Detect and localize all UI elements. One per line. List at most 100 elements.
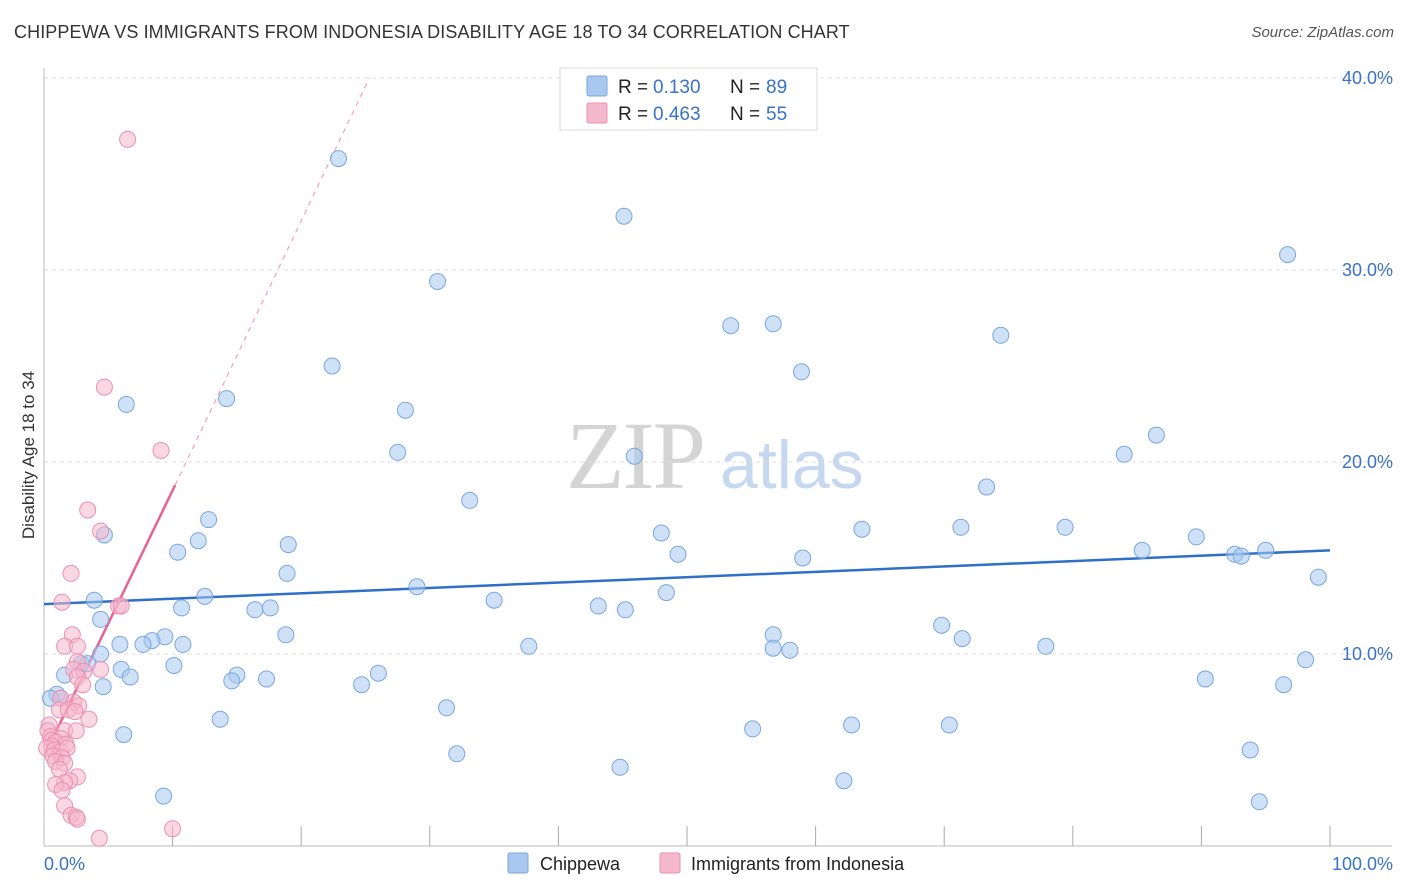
bottom-legend: Chippewa Immigrants from Indonesia xyxy=(507,852,905,874)
indonesia-point-54 xyxy=(90,829,108,847)
chippewa-point-41 xyxy=(246,601,264,619)
chippewa-point-16 xyxy=(978,478,996,496)
chippewa-point-4 xyxy=(722,317,740,335)
indonesia-point-23 xyxy=(66,703,84,721)
x-tick-label-max: 100.0% xyxy=(1332,854,1393,874)
chippewa-point-87 xyxy=(1241,741,1259,759)
chippewa-point-2 xyxy=(1279,246,1297,264)
chippewa-point-36 xyxy=(408,578,426,596)
chippewa-point-5 xyxy=(764,315,782,333)
chippewa-point-23 xyxy=(189,532,207,550)
chippewa-point-54 xyxy=(134,635,152,653)
chippewa-point-18 xyxy=(200,511,218,529)
indonesia-point-15 xyxy=(92,660,110,678)
chippewa-point-44 xyxy=(616,601,634,619)
indonesia-point-52 xyxy=(68,810,86,828)
indonesia-point-17 xyxy=(74,676,92,694)
chippewa-point-85 xyxy=(448,745,466,763)
legend-n-label-indonesia: N = xyxy=(730,104,760,125)
chippewa-point-25 xyxy=(1187,528,1205,546)
watermark: ZIP atlas xyxy=(566,402,864,509)
chippewa-point-21 xyxy=(1056,518,1074,536)
chippewa-point-56 xyxy=(520,637,538,655)
chippewa-point-29 xyxy=(169,543,187,561)
legend-r-label-chippewa: R = xyxy=(618,77,648,98)
chippewa-point-47 xyxy=(953,630,971,648)
chippewa-point-42 xyxy=(173,599,191,617)
chippewa-point-20 xyxy=(952,518,970,536)
chippewa-point-90 xyxy=(1250,793,1268,811)
y-axis-title: Disability Age 18 to 34 xyxy=(19,371,38,539)
indonesia-point-11 xyxy=(68,637,86,655)
chippewa-point-84 xyxy=(115,726,133,744)
chippewa-point-59 xyxy=(781,641,799,659)
legend-swatch-indonesia xyxy=(586,102,608,124)
y-tick-label-10: 10.0% xyxy=(1342,644,1393,664)
chippewa-point-12 xyxy=(1147,426,1165,444)
indonesia-trend-extension xyxy=(174,77,370,486)
watermark-atlas: atlas xyxy=(720,427,864,503)
chippewa-point-14 xyxy=(625,447,643,465)
chippewa-point-64 xyxy=(165,657,183,674)
chippewa-point-15 xyxy=(1115,445,1133,463)
chippewa-point-24 xyxy=(652,524,670,542)
indonesia-point-28 xyxy=(67,722,85,740)
chippewa-point-70 xyxy=(353,676,371,694)
chippewa-point-27 xyxy=(1133,541,1151,559)
chippewa-point-79 xyxy=(438,699,455,717)
chippewa-point-73 xyxy=(1196,670,1214,688)
legend-r-label-indonesia: R = xyxy=(618,104,648,125)
bottom-legend-label-chippewa: Chippewa xyxy=(540,854,621,874)
chippewa-point-3 xyxy=(429,273,446,290)
chippewa-point-45 xyxy=(589,597,607,615)
legend-r-value-indonesia: 0.463 xyxy=(653,104,701,125)
indonesia-point-6 xyxy=(53,593,71,611)
chippewa-point-69 xyxy=(369,664,387,682)
y-tick-label-30: 30.0% xyxy=(1342,260,1393,280)
indonesia-point-2 xyxy=(152,442,170,459)
axes xyxy=(43,68,1392,847)
chippewa-point-88 xyxy=(155,787,173,805)
legend-n-label-chippewa: N = xyxy=(730,77,760,98)
chippewa-trend-line xyxy=(43,549,1331,606)
chippewa-point-89 xyxy=(835,772,853,790)
chippewa-point-50 xyxy=(111,635,129,653)
bottom-legend-label-indonesia: Immigrants from Indonesia xyxy=(691,854,905,874)
gridlines xyxy=(44,77,1392,655)
y-tick-label-20: 20.0% xyxy=(1342,452,1393,472)
chippewa-point-38 xyxy=(196,587,214,605)
chippewa-point-75 xyxy=(1297,651,1315,669)
chippewa-point-13 xyxy=(389,443,407,461)
chippewa-point-34 xyxy=(278,564,296,582)
chippewa-point-17 xyxy=(461,491,479,509)
indonesia-points xyxy=(38,130,182,847)
indonesia-point-0 xyxy=(119,130,137,148)
legend-n-value-chippewa: 89 xyxy=(766,77,787,98)
y-tick-labels: 10.0% 20.0% 30.0% 40.0% xyxy=(1342,68,1393,664)
chippewa-point-82 xyxy=(843,716,861,734)
chippewa-point-81 xyxy=(744,720,762,738)
chippewa-point-74 xyxy=(1275,676,1293,694)
chippewa-point-39 xyxy=(85,591,103,609)
x-tick-label-min: 0.0% xyxy=(44,854,85,874)
source-credit: Source: ZipAtlas.com xyxy=(1251,24,1394,41)
chippewa-point-43 xyxy=(261,599,279,617)
indonesia-point-3 xyxy=(79,501,97,519)
chippewa-point-28 xyxy=(1257,541,1275,559)
chippewa-point-26 xyxy=(279,536,297,554)
chippewa-point-72 xyxy=(94,678,112,696)
chippewa-point-71 xyxy=(223,672,241,690)
chippewa-point-52 xyxy=(277,626,295,644)
chippewa-point-83 xyxy=(940,716,958,734)
indonesia-point-1 xyxy=(95,378,113,396)
chippewa-point-68 xyxy=(258,670,275,688)
chippewa-point-35 xyxy=(1309,568,1327,586)
chippewa-point-55 xyxy=(174,635,192,653)
legend-n-value-indonesia: 55 xyxy=(766,104,787,125)
chippewa-point-11 xyxy=(396,401,414,419)
y-tick-label-40: 40.0% xyxy=(1342,68,1393,88)
chippewa-point-7 xyxy=(323,357,341,375)
indonesia-point-4 xyxy=(92,522,110,540)
chippewa-point-80 xyxy=(211,710,229,728)
